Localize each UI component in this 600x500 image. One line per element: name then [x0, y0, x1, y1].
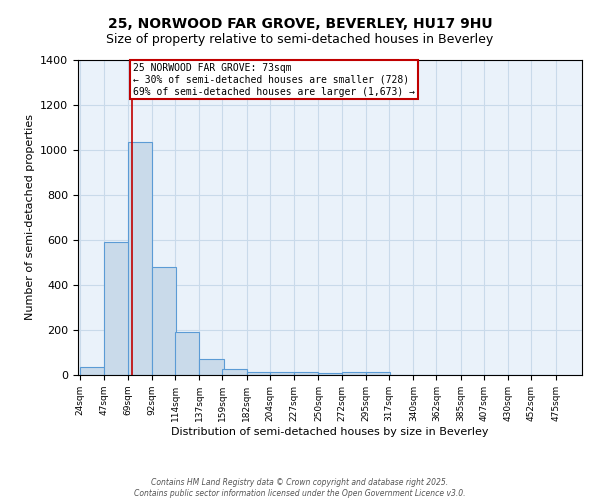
- Text: Contains HM Land Registry data © Crown copyright and database right 2025.
Contai: Contains HM Land Registry data © Crown c…: [134, 478, 466, 498]
- Bar: [319, 373, 343, 375]
- Bar: [152, 267, 176, 375]
- Bar: [80, 367, 104, 375]
- Y-axis label: Number of semi-detached properties: Number of semi-detached properties: [25, 114, 35, 320]
- Bar: [175, 332, 199, 375]
- Bar: [270, 372, 294, 375]
- Text: Size of property relative to semi-detached houses in Beverley: Size of property relative to semi-detach…: [106, 32, 494, 46]
- Bar: [223, 370, 247, 375]
- Bar: [128, 142, 152, 375]
- Bar: [199, 359, 224, 375]
- Text: 25, NORWOOD FAR GROVE, BEVERLEY, HU17 9HU: 25, NORWOOD FAR GROVE, BEVERLEY, HU17 9H…: [107, 18, 493, 32]
- Bar: [247, 372, 271, 375]
- Bar: [366, 372, 390, 375]
- Bar: [104, 242, 128, 375]
- Bar: [294, 372, 319, 375]
- Bar: [341, 372, 366, 375]
- Text: 25 NORWOOD FAR GROVE: 73sqm
← 30% of semi-detached houses are smaller (728)
69% : 25 NORWOOD FAR GROVE: 73sqm ← 30% of sem…: [133, 64, 415, 96]
- X-axis label: Distribution of semi-detached houses by size in Beverley: Distribution of semi-detached houses by …: [171, 426, 489, 436]
